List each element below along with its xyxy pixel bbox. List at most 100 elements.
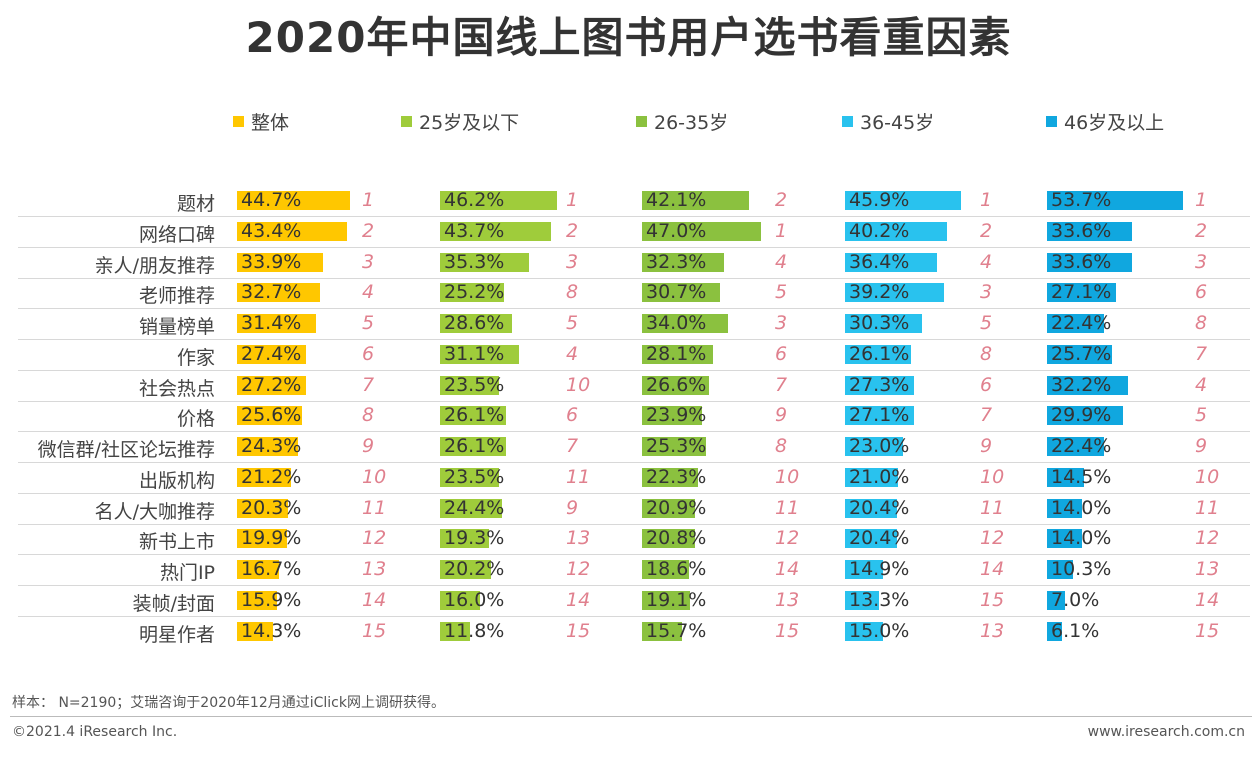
rank-label: 10: [566, 373, 591, 396]
bar: [642, 621, 682, 641]
rank-label: 8: [775, 435, 788, 457]
bar: [642, 467, 699, 487]
rank-label: 10: [775, 465, 800, 488]
sample-note: 样本： N=2190；艾瑞咨询于2020年12月通过iClick网上调研获得。: [12, 695, 445, 711]
data-label: 30.7%: [646, 281, 707, 304]
bar: [440, 221, 551, 241]
bar: [237, 590, 278, 610]
rank-label: 5: [1195, 404, 1208, 427]
row-label: 社会热点: [138, 377, 215, 400]
bar: [1047, 344, 1113, 364]
rank-label: 12: [980, 527, 1005, 550]
rank-label: 6: [775, 342, 788, 365]
bar: [440, 283, 504, 303]
data-label: 20.2%: [444, 558, 505, 580]
rank-label: 4: [362, 281, 375, 304]
bar: [1047, 498, 1083, 518]
bar: [845, 498, 897, 518]
data-label: 11.8%: [444, 619, 505, 642]
row-divider: [18, 585, 1250, 586]
data-label: 22.4%: [1051, 312, 1112, 334]
bar: [1047, 621, 1063, 641]
row-label: 热门IP: [159, 562, 215, 584]
rank-label: 9: [980, 435, 993, 457]
row-label: 新书上市: [138, 531, 215, 554]
row-label: 网络口碑: [138, 223, 215, 246]
bar: [845, 375, 915, 395]
data-label: 33.9%: [241, 250, 302, 273]
bar: [642, 344, 714, 364]
bar: [642, 560, 690, 579]
bar: [845, 529, 897, 549]
data-label: 14.5%: [1051, 465, 1112, 488]
bar: [1047, 221, 1132, 241]
rank-label: 11: [775, 496, 800, 519]
data-label: 21.2%: [241, 465, 302, 488]
bar: [845, 344, 912, 364]
bar: [845, 590, 879, 610]
website-link[interactable]: www.iresearch.com.cn: [1087, 724, 1245, 740]
bar: [440, 314, 513, 333]
row-label: 价格: [176, 408, 215, 431]
rank-label: 15: [980, 588, 1005, 611]
legend-swatch: [1046, 116, 1057, 127]
bar: [845, 252, 938, 272]
rank-label: 6: [1195, 281, 1208, 304]
bar: [642, 437, 706, 456]
rank-label: 1: [566, 189, 579, 211]
rank-label: 7: [775, 373, 788, 396]
rank-label: 9: [566, 496, 579, 519]
rank-label: 3: [566, 250, 579, 273]
legend-item: 46岁及以上: [1046, 108, 1164, 135]
rank-label: 6: [566, 404, 579, 427]
data-label: 20.4%: [849, 496, 910, 519]
bar: [1047, 560, 1074, 579]
bar: [440, 344, 519, 364]
bar: [237, 252, 323, 272]
row-divider: [18, 369, 1250, 371]
rank-label: 2: [775, 189, 788, 211]
legend-swatch: [636, 116, 647, 127]
rank-label: 11: [980, 496, 1005, 519]
rank-label: 4: [980, 250, 993, 273]
row-label: 作家: [176, 346, 215, 369]
bar: [237, 437, 299, 456]
data-label: 14.0%: [1051, 496, 1112, 519]
rank-label: 8: [980, 342, 993, 365]
data-label: 19.9%: [241, 527, 302, 550]
rank-label: 15: [566, 619, 591, 642]
row-label: 装帧/封面: [132, 592, 215, 615]
bar: [440, 621, 470, 641]
rank-label: 2: [1195, 219, 1208, 242]
data-label: 21.0%: [849, 465, 910, 488]
row-label: 老师推荐: [138, 285, 215, 308]
bar: [237, 314, 317, 333]
rank-label: 14: [1195, 588, 1220, 611]
data-label: 22.4%: [1051, 435, 1112, 457]
bar: [642, 498, 695, 518]
bar: [642, 221, 761, 241]
data-label: 44.7%: [241, 189, 302, 211]
bar: [845, 221, 947, 241]
data-label: 15.9%: [241, 588, 302, 611]
bar: [642, 283, 720, 303]
legend-item: 36-45岁: [842, 108, 934, 135]
bar: [642, 191, 749, 210]
bar: [237, 498, 289, 518]
bar: [845, 406, 914, 426]
data-label: 36.4%: [849, 250, 910, 273]
copyright: ©2021.4 iResearch Inc.: [12, 724, 178, 740]
bar: [845, 191, 962, 210]
data-label: 43.7%: [444, 219, 505, 242]
bar: [440, 498, 502, 518]
rank-label: 9: [775, 404, 788, 427]
bar: [440, 191, 557, 210]
data-label: 27.1%: [849, 404, 910, 427]
bar: [1047, 314, 1104, 333]
row-label: 名人/大咖推荐: [94, 500, 215, 523]
data-label: 10.3%: [1051, 558, 1112, 580]
rank-label: 13: [980, 619, 1005, 642]
rank-label: 14: [980, 558, 1005, 580]
rank-label: 8: [1195, 312, 1208, 334]
data-label: 30.3%: [849, 312, 910, 334]
